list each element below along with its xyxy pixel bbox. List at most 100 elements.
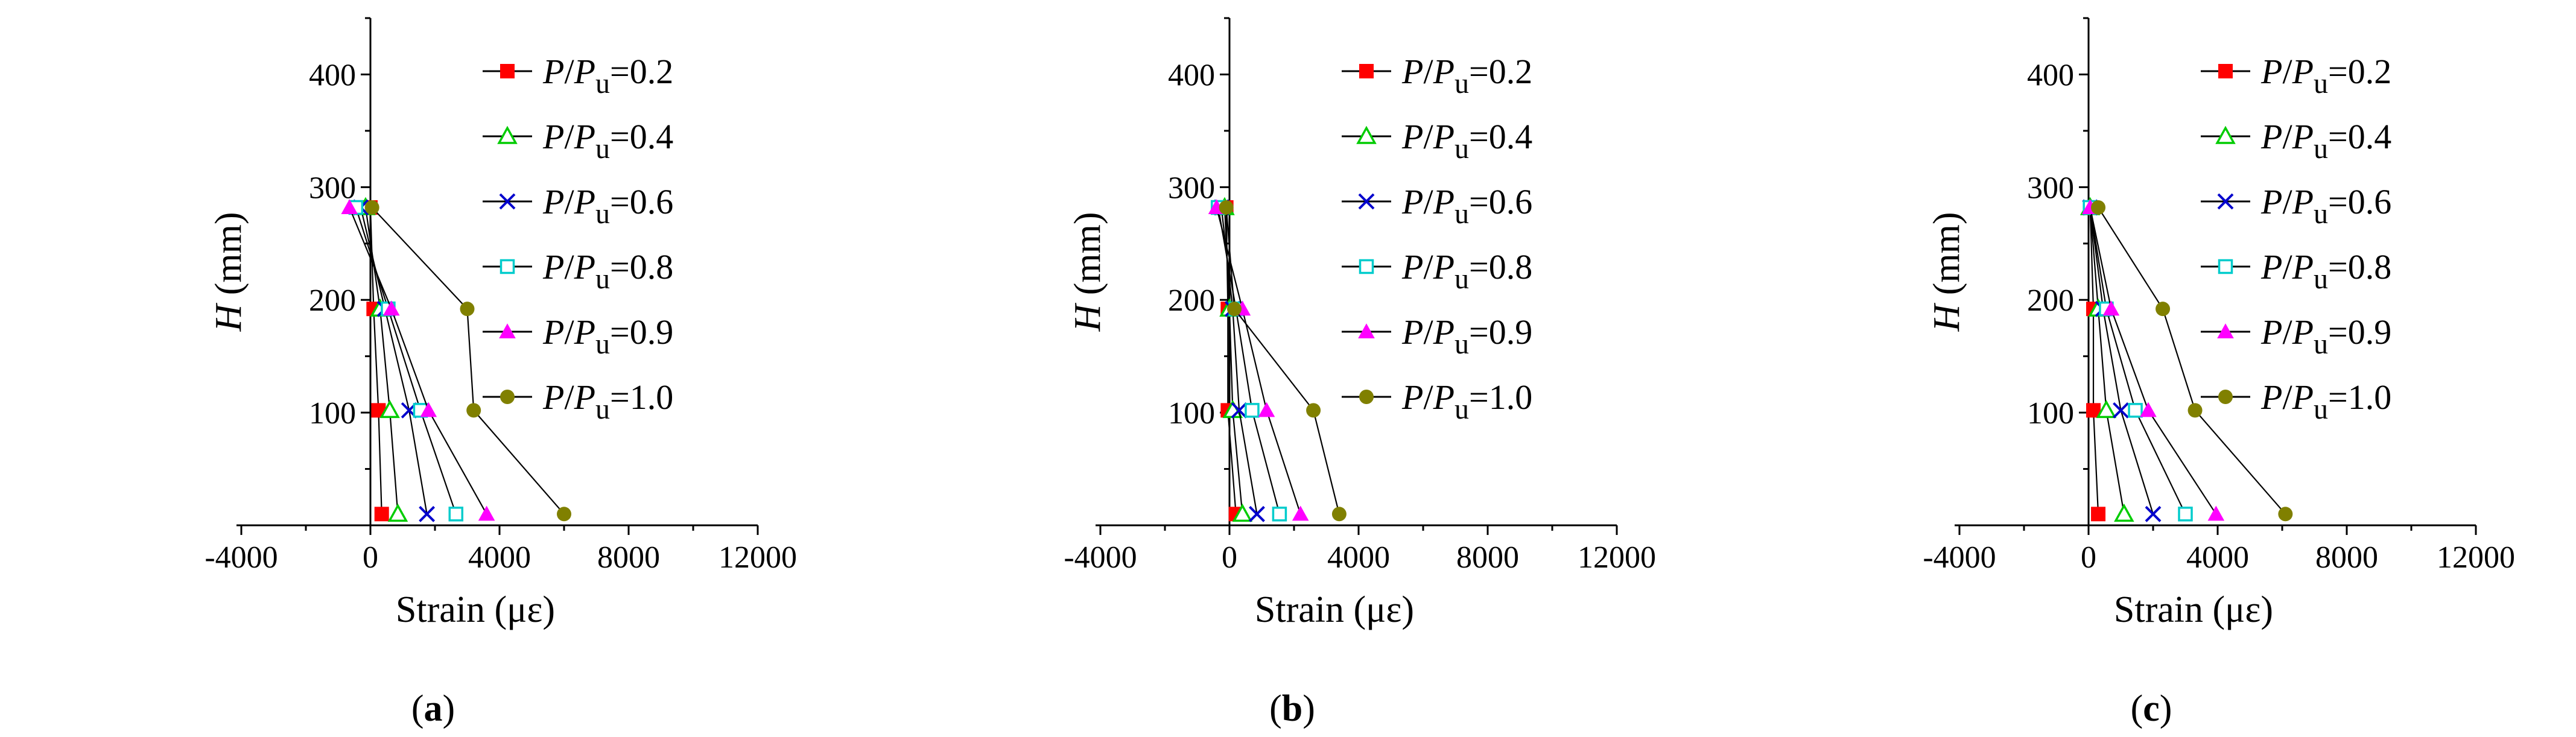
series-0.6 (352, 199, 436, 522)
legend-item: P/Pu=0.8 (2201, 247, 2391, 295)
data-point (2091, 200, 2106, 215)
data-point (2145, 505, 2162, 522)
y-tick-label: 400 (309, 58, 356, 92)
legend-marker (1359, 259, 1374, 274)
y-axis-title: H (mm) (208, 212, 249, 332)
data-point (379, 399, 400, 419)
series-line (355, 207, 457, 514)
series-line (2089, 207, 2186, 514)
legend-marker (2218, 259, 2233, 274)
y-tick-label: 200 (1168, 283, 1215, 318)
data-point (1306, 403, 1321, 418)
legend-item: P/Pu=0.6 (483, 182, 673, 230)
x-axis-title: Strain (με) (2114, 589, 2273, 630)
x-tick-label: 8000 (2315, 540, 2378, 575)
x-tick-label: -4000 (205, 540, 278, 575)
series-0.9 (2081, 199, 2225, 521)
y-tick-label: 400 (2027, 58, 2074, 92)
legend-item: P/Pu=0.4 (2201, 117, 2391, 165)
y-tick-label: 100 (2027, 396, 2074, 431)
data-point (2207, 505, 2225, 521)
legend-label: P/Pu=0.2 (542, 52, 673, 100)
legend-marker (500, 259, 515, 274)
legend-label: P/Pu=0.6 (542, 182, 673, 230)
series-line (1216, 207, 1301, 514)
legend-item: P/Pu=0.8 (483, 247, 673, 295)
data-point (2178, 507, 2193, 522)
data-point (364, 200, 379, 215)
legend-item: P/Pu=0.2 (483, 52, 673, 100)
legend-marker (497, 125, 518, 144)
data-point (1245, 403, 1260, 418)
x-tick-label: -4000 (1923, 540, 1996, 575)
data-point (478, 505, 495, 521)
series-1.0 (364, 200, 571, 522)
series-1.0 (2091, 200, 2293, 522)
legend-marker (2218, 390, 2233, 404)
data-point (1219, 200, 1234, 215)
x-tick-label: 12000 (2437, 540, 2515, 575)
legend-marker (500, 390, 515, 404)
legend-item: P/Pu=0.9 (2201, 312, 2391, 360)
data-point (1292, 505, 1309, 521)
data-point (2091, 507, 2106, 522)
data-point (557, 507, 571, 522)
data-point (466, 403, 481, 418)
x-axis-title: Strain (με) (396, 589, 555, 630)
x-tick-label: 0 (1222, 540, 1237, 575)
chart-a: -4000 0 4000 8000 12000 100 200 300 400 Strain (μ… (205, 17, 797, 729)
legend-label: P/Pu=0.9 (2260, 312, 2391, 360)
legend-label: P/Pu=1.0 (1401, 378, 1532, 425)
legend-item: P/Pu=0.4 (483, 117, 673, 165)
x-tick-label: 12000 (1578, 540, 1656, 575)
data-point (2187, 403, 2203, 418)
data-point (2113, 402, 2129, 419)
series-line (2089, 207, 2125, 514)
y-tick-label: 100 (1168, 396, 1215, 431)
legend-marker (1358, 323, 1375, 339)
series-line (2089, 207, 2099, 514)
panel-a: -4000 0 4000 8000 12000 100 200 300 400 Strain (μ… (0, 0, 859, 737)
data-point (1331, 507, 1347, 522)
panel-c: -4000 0 4000 8000 12000 100 200 300 400 Strain (μ… (1718, 0, 2576, 737)
data-point (2278, 507, 2293, 522)
series-line (2089, 207, 2154, 514)
legend-item: P/Pu=0.9 (483, 312, 673, 360)
legend-marker (2218, 64, 2233, 78)
legend-label: P/Pu=1.0 (542, 378, 673, 425)
legend-marker (500, 64, 515, 78)
series-line (371, 207, 565, 515)
legend-marker (2215, 125, 2236, 144)
legend-label: P/Pu=0.9 (1401, 312, 1532, 360)
x-tick-label: 8000 (597, 540, 660, 575)
panel-label: (c) (2131, 688, 2172, 729)
legend-item: P/Pu=0.2 (2201, 52, 2391, 100)
data-point (1272, 507, 1287, 522)
chart-c: -4000 0 4000 8000 12000 100 200 300 400 Strain (μ… (1923, 17, 2515, 729)
series-line (1217, 207, 1280, 514)
data-point (448, 507, 464, 522)
data-point (2128, 403, 2143, 418)
x-tick-label: 4000 (2186, 540, 2249, 575)
legend-item: P/Pu=1.0 (2201, 378, 2391, 425)
legend-item: P/Pu=0.8 (1342, 247, 1532, 295)
y-tick-label: 100 (309, 396, 356, 431)
legend-marker (1359, 64, 1374, 78)
data-point (2114, 503, 2134, 522)
legend-label: P/Pu=0.4 (542, 117, 673, 165)
x-tick-label: 12000 (719, 540, 797, 575)
legend-marker (1359, 390, 1374, 404)
x-tick-label: 8000 (1456, 540, 1519, 575)
series-line (2098, 207, 2286, 515)
y-tick-label: 400 (1168, 58, 1215, 92)
legend-marker (499, 323, 516, 339)
data-point (1232, 503, 1253, 522)
y-tick-label: 300 (309, 171, 356, 205)
data-point (2102, 300, 2120, 316)
y-axis-title: H (mm) (1067, 212, 1108, 332)
x-axis-title: Strain (με) (1255, 589, 1414, 630)
data-point (419, 505, 436, 522)
data-point (1258, 402, 1275, 417)
legend-label: P/Pu=0.8 (1401, 247, 1532, 295)
